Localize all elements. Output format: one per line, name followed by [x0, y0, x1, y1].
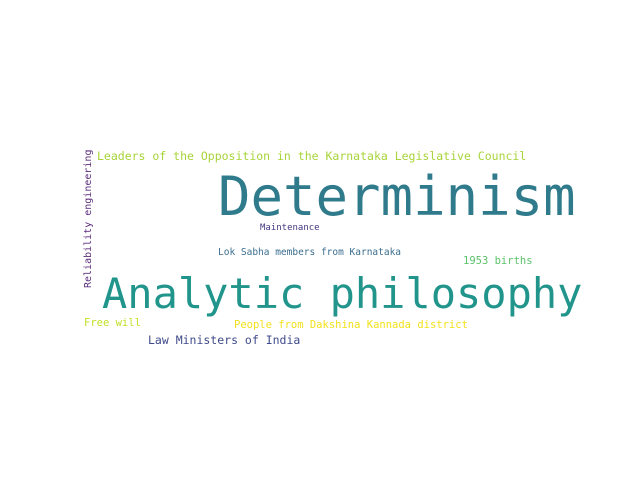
word-determinism: Determinism: [218, 165, 576, 228]
word-lok-sabha-members: Lok Sabha members from Karnataka: [218, 247, 402, 258]
word-analytic-philosophy: Analytic philosophy: [102, 269, 583, 318]
word-leaders-of-opposition: Leaders of the Opposition in the Karnata…: [97, 149, 527, 163]
word-law-ministers: Law Ministers of India: [148, 333, 301, 347]
word-free-will: Free will: [84, 317, 141, 329]
word-people-from-dakshina-kannada: People from Dakshina Kannada district: [234, 319, 468, 331]
word-1953-births: 1953 births: [463, 255, 533, 267]
word-reliability-engineering: Reliability engineering: [83, 149, 94, 288]
word-maintenance: Maintenance: [260, 223, 320, 233]
